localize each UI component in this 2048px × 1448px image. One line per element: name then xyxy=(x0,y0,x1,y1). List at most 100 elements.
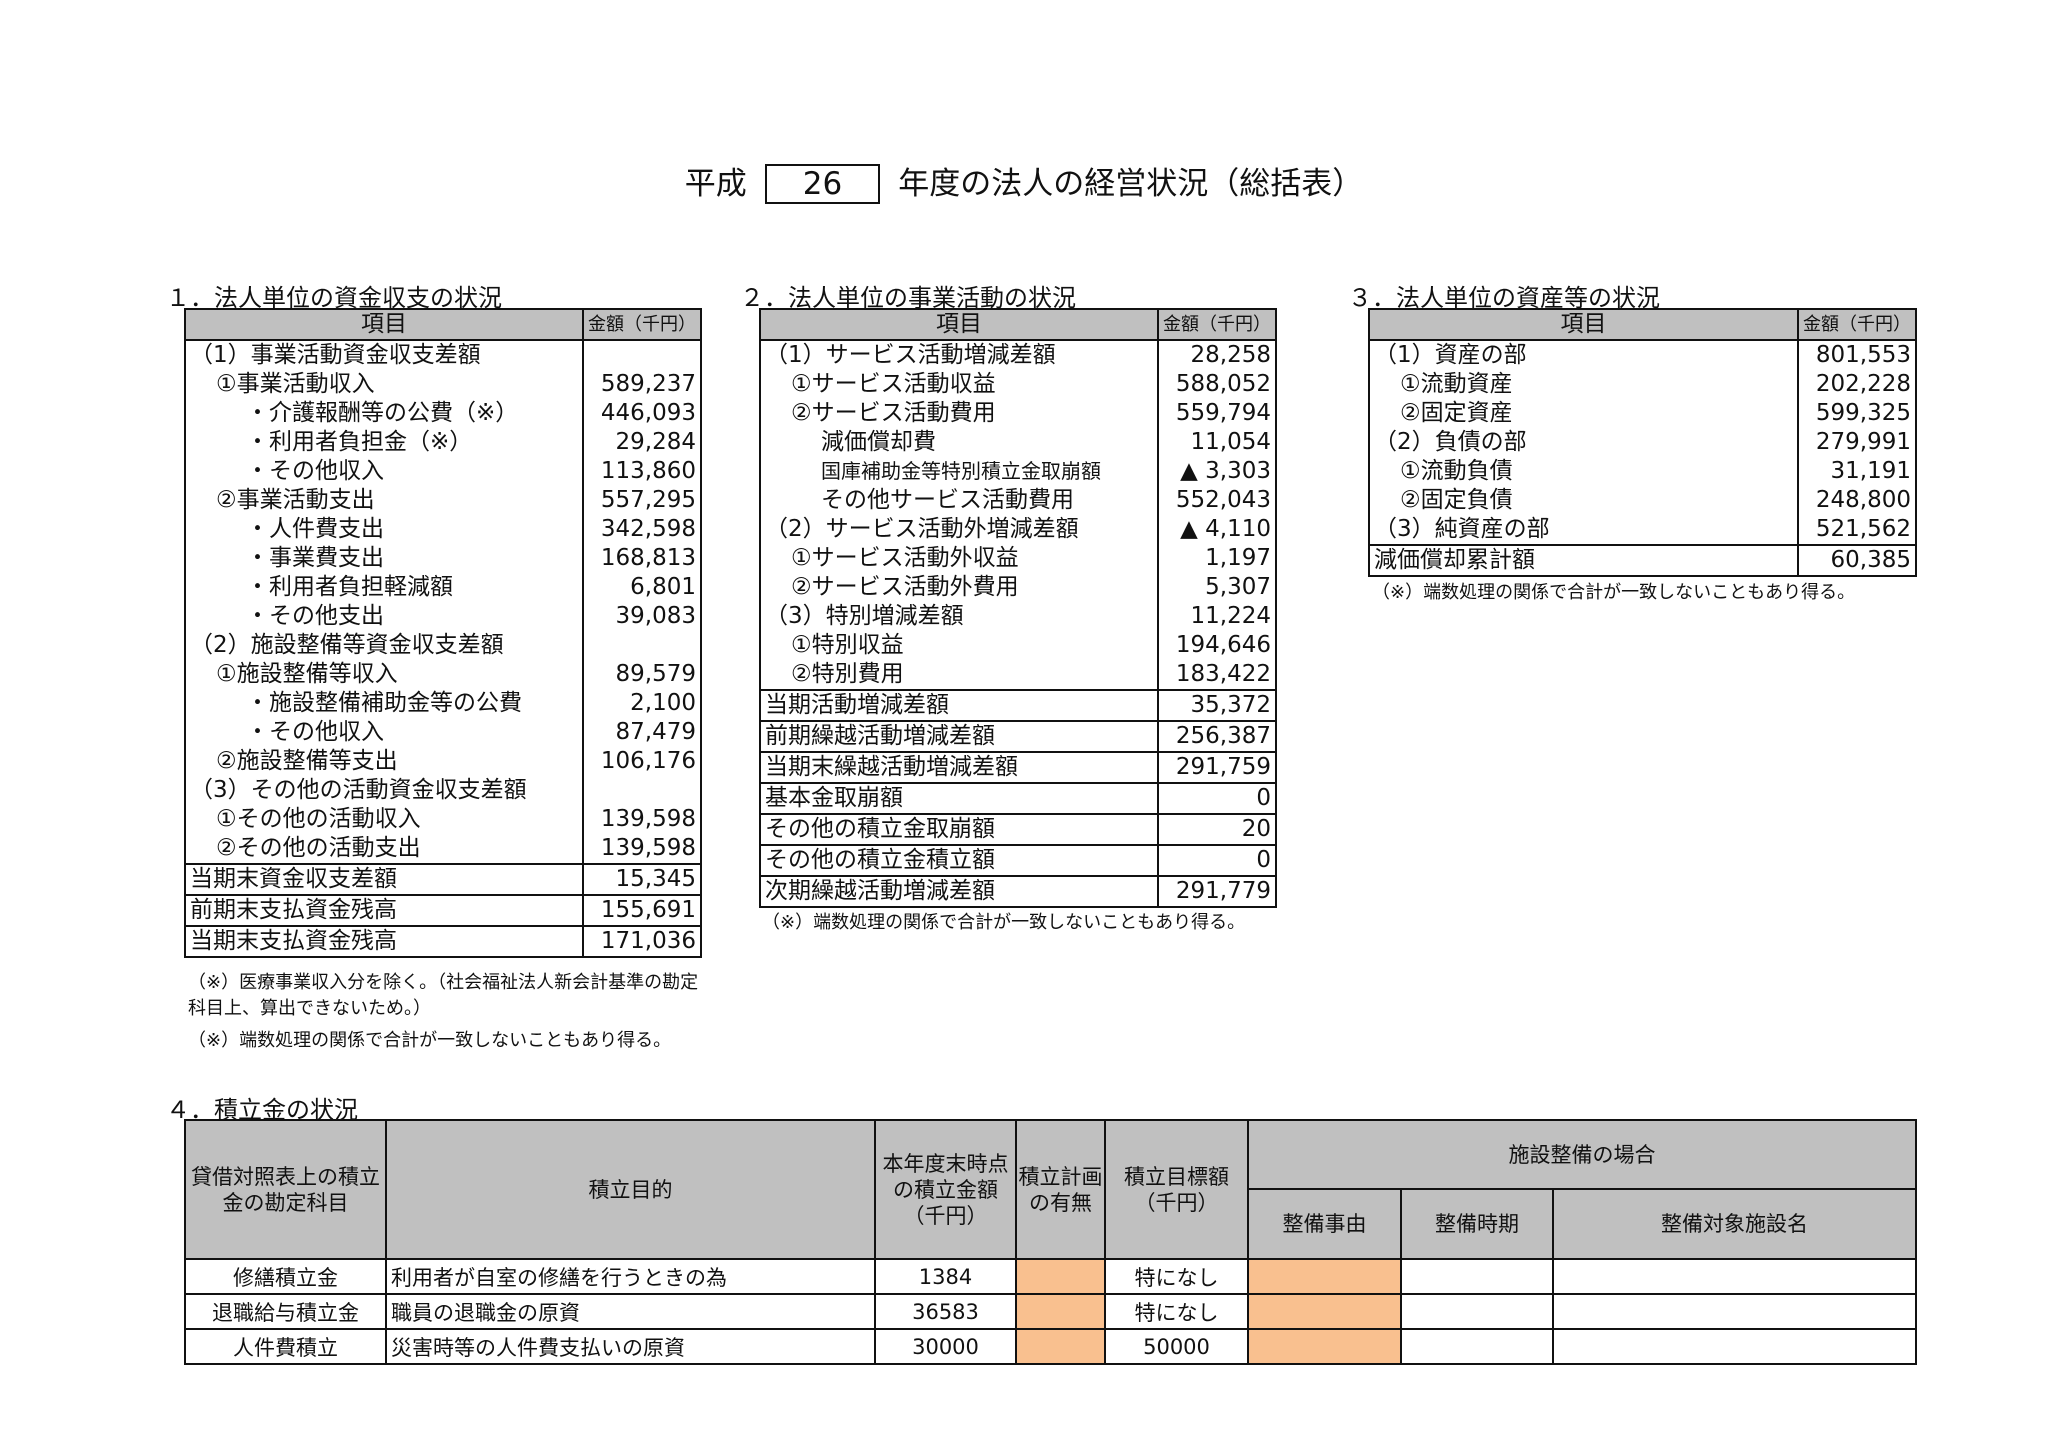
table-row: （3）特別増減差額 11,224 xyxy=(759,602,1277,631)
table-row: 当期末資金収支差額 15,345 xyxy=(184,863,702,896)
row-value: 15,345 xyxy=(582,863,702,896)
row-label: 前期末支払資金残高 xyxy=(184,894,584,927)
row-value: 521,562 xyxy=(1797,515,1917,546)
cell-target: 特になし xyxy=(1104,1293,1249,1330)
table-row: ①特別収益 194,646 xyxy=(759,631,1277,660)
table-row: （1）事業活動資金収支差額 xyxy=(184,340,702,370)
table-row: ①施設整備等収入 89,579 xyxy=(184,660,702,689)
row-label: ①流動資産 xyxy=(1368,370,1799,399)
hdr-facility: 施設整備の場合 xyxy=(1247,1119,1917,1190)
table-row: その他サービス活動費用 552,043 xyxy=(759,486,1277,515)
row-value: 139,598 xyxy=(582,834,702,865)
note-3: （※）端数処理の関係で合計が一致しないこともあり得る。 xyxy=(762,912,1246,933)
section-3-heading: ３．法人単位の資産等の状況 xyxy=(1348,284,1660,312)
table-row: 修繕積立金 利用者が自室の修繕を行うときの為 1384 特になし xyxy=(184,1258,1917,1295)
table-row: 国庫補助金等特別積立金取崩額 ▲ 3,303 xyxy=(759,457,1277,486)
row-value: 20 xyxy=(1157,813,1277,846)
row-label: （2）サービス活動外増減差額 xyxy=(759,515,1159,544)
table-row: ・事業費支出 168,813 xyxy=(184,544,702,573)
row-value: 113,860 xyxy=(582,457,702,486)
table-row: 前期末支払資金残高 155,691 xyxy=(184,894,702,927)
hdr-period: 整備時期 xyxy=(1400,1188,1554,1260)
row-value: 801,553 xyxy=(1797,340,1917,370)
note-2: （※）端数処理の関係で合計が一致しないこともあり得る。 xyxy=(188,1030,672,1051)
table-row: 退職給与積立金 職員の退職金の原資 36583 特になし xyxy=(184,1293,1917,1330)
row-label: ・その他収入 xyxy=(184,457,584,486)
row-label: ・施設整備補助金等の公費 xyxy=(184,689,584,718)
row-label: ①事業活動収入 xyxy=(184,370,584,399)
cell-balance: 1384 xyxy=(874,1258,1017,1295)
table-row: ②特別費用 183,422 xyxy=(759,660,1277,691)
hdr-balance: 本年度末時点の積立金額（千円） xyxy=(874,1119,1017,1260)
cell-reason xyxy=(1247,1293,1402,1330)
row-value: 171,036 xyxy=(582,925,702,958)
title-suffix: 年度の法人の経営状況（総括表） xyxy=(898,166,1364,202)
row-label: ②固定負債 xyxy=(1368,486,1799,515)
table-row: 当期活動増減差額 35,372 xyxy=(759,689,1277,722)
section-2-heading: ２．法人単位の事業活動の状況 xyxy=(740,284,1076,312)
table-row: ・利用者負担軽減額 6,801 xyxy=(184,573,702,602)
cell-plan xyxy=(1015,1293,1106,1330)
table-row: その他の積立金取崩額 20 xyxy=(759,813,1277,846)
row-label: ②サービス活動費用 xyxy=(759,399,1159,428)
cashflow-table: 項目 金額（千円） （1）事業活動資金収支差額 ①事業活動収入 589,237 ・介護報… xyxy=(184,308,702,958)
cell-account: 人件費積立 xyxy=(184,1328,387,1365)
row-value: 183,422 xyxy=(1157,660,1277,691)
hdr-plan: 積立計画の有無 xyxy=(1015,1119,1106,1260)
table-row: ②事業活動支出 557,295 xyxy=(184,486,702,515)
row-value: 87,479 xyxy=(582,718,702,747)
row-label: 国庫補助金等特別積立金取崩額 xyxy=(759,457,1159,486)
note-1: （※）医療事業収入分を除く。（社会福祉法人新会計基準の勘定科目上、算出できないた… xyxy=(188,972,699,1019)
row-value: 39,083 xyxy=(582,602,702,631)
row-label: ②サービス活動外費用 xyxy=(759,573,1159,602)
table-row: 人件費積立 災害時等の人件費支払いの原資 30000 50000 xyxy=(184,1328,1917,1365)
table-row: ①その他の活動収入 139,598 xyxy=(184,805,702,834)
hdr-reason: 整備事由 xyxy=(1247,1188,1402,1260)
row-label: （2）負債の部 xyxy=(1368,428,1799,457)
row-label: 当期活動増減差額 xyxy=(759,689,1159,722)
cell-account: 修繕積立金 xyxy=(184,1258,387,1295)
table-row: 減価償却費 11,054 xyxy=(759,428,1277,457)
hdr-facility-name: 整備対象施設名 xyxy=(1552,1188,1917,1260)
cell-reason xyxy=(1247,1328,1402,1365)
row-value: 11,054 xyxy=(1157,428,1277,457)
cell-purpose: 職員の退職金の原資 xyxy=(385,1293,876,1330)
row-label: ②特別費用 xyxy=(759,660,1159,691)
hdr-account: 貸借対照表上の積立金の勘定科目 xyxy=(184,1119,387,1260)
row-label: （3）特別増減差額 xyxy=(759,602,1159,631)
cell-period xyxy=(1400,1293,1554,1330)
row-value xyxy=(582,631,702,660)
hdr-purpose: 積立目的 xyxy=(385,1119,876,1260)
row-label: ①その他の活動収入 xyxy=(184,805,584,834)
row-value: 0 xyxy=(1157,782,1277,815)
table-row: ②その他の活動支出 139,598 xyxy=(184,834,702,865)
row-label: ①サービス活動収益 xyxy=(759,370,1159,399)
row-label: ・事業費支出 xyxy=(184,544,584,573)
table-row: （3）純資産の部 521,562 xyxy=(1368,515,1917,546)
table-row: （2）サービス活動外増減差額 ▲ 4,110 xyxy=(759,515,1277,544)
table-row: 減価償却累計額 60,385 xyxy=(1368,544,1917,577)
table-row: ②施設整備等支出 106,176 xyxy=(184,747,702,776)
row-value: 1,197 xyxy=(1157,544,1277,573)
cell-period xyxy=(1400,1328,1554,1365)
row-label: ①特別収益 xyxy=(759,631,1159,660)
table-row: （2）負債の部 279,991 xyxy=(1368,428,1917,457)
cell-facility-name xyxy=(1552,1293,1917,1330)
col-item: 項目 xyxy=(1368,308,1799,341)
page-title: 平成 26 年度の法人の経営状況（総括表） xyxy=(0,158,2048,204)
table-row: ①事業活動収入 589,237 xyxy=(184,370,702,399)
row-value: 291,759 xyxy=(1157,751,1277,784)
row-value: 35,372 xyxy=(1157,689,1277,722)
row-value: 248,800 xyxy=(1797,486,1917,515)
row-value: 446,093 xyxy=(582,399,702,428)
table-row: ②サービス活動費用 559,794 xyxy=(759,399,1277,428)
col-item: 項目 xyxy=(184,308,584,341)
row-value: 291,779 xyxy=(1157,875,1277,908)
col-amount: 金額（千円） xyxy=(582,308,702,341)
row-value: 155,691 xyxy=(582,894,702,927)
cell-reason xyxy=(1247,1258,1402,1295)
table-row: ・施設整備補助金等の公費 2,100 xyxy=(184,689,702,718)
row-value: 11,224 xyxy=(1157,602,1277,631)
row-value xyxy=(582,776,702,805)
row-value: 28,258 xyxy=(1157,340,1277,370)
